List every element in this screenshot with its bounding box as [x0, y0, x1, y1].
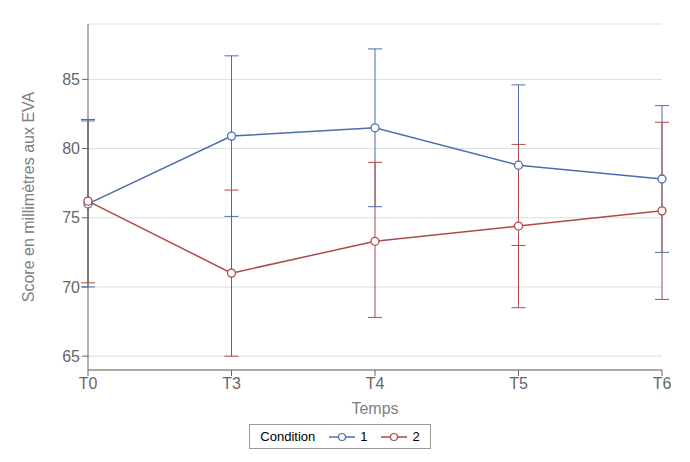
- svg-text:Score en millimètres aux EVA: Score en millimètres aux EVA: [20, 91, 37, 302]
- svg-text:75: 75: [62, 209, 80, 226]
- svg-text:T4: T4: [366, 375, 385, 392]
- svg-text:Temps: Temps: [351, 400, 398, 417]
- html-text:Condition: Condition: [260, 429, 316, 444]
- svg-text:T5: T5: [509, 375, 528, 392]
- svg-text:T6: T6: [653, 375, 672, 392]
- html-text:2: 2: [412, 429, 420, 444]
- svg-text:T0: T0: [79, 375, 98, 392]
- svg-text:65: 65: [62, 348, 80, 365]
- html-text:1: 1: [360, 429, 368, 444]
- svg-text:T3: T3: [222, 375, 241, 392]
- svg-text:85: 85: [62, 71, 80, 88]
- svg-text:80: 80: [62, 140, 80, 157]
- svg-text:70: 70: [62, 279, 80, 296]
